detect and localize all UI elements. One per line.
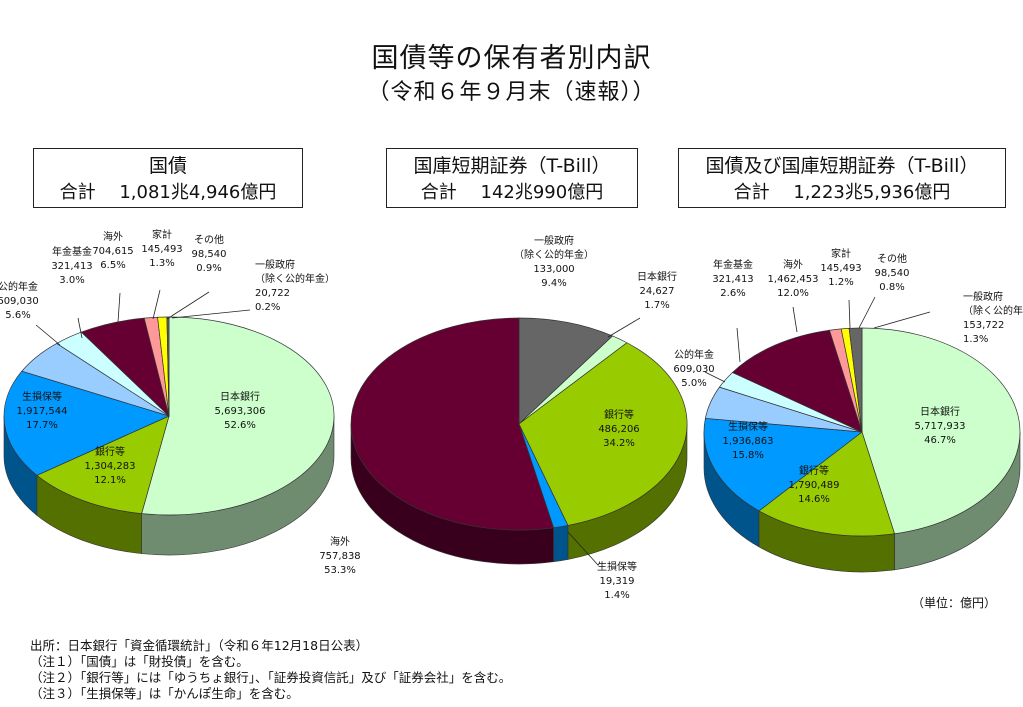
slice-label-overseas: 海外 704,615 6.5% (92, 230, 133, 271)
slice-label-banks: 銀行等 1,304,283 12.1% (85, 445, 136, 486)
leader-line-overseas (117, 292, 121, 323)
slice-side-insurers (553, 525, 569, 563)
slice-label-banks: 銀行等 1,790,489 14.6% (789, 464, 840, 505)
leader-line-other (858, 296, 876, 329)
chart-2-title: 国庫短期証券（T-Bill） (413, 155, 611, 177)
slice-label-other: その他 98,540 0.9% (192, 233, 227, 274)
chart-2-total: 合計 142兆990億円 (420, 182, 604, 203)
slice-label-boj: 日本銀行 5,717,933 46.7% (915, 405, 966, 446)
slice-label-pension_fund: 年金基金 321,413 3.0% (51, 245, 92, 286)
pie-chart-2: 一般政府（除く公的年金） 133,000 9.4% 日本銀行 24,627 1.7% 銀行等… (319, 234, 688, 601)
pie-slice-overseas (731, 329, 863, 433)
chart-1-total: 合計 1,081兆4,946億円 (59, 182, 277, 203)
leader-line-general_gov (171, 309, 251, 319)
chart-2-header: 国庫短期証券（T-Bill） 合計 142兆990億円 (386, 148, 638, 208)
chart-3-header: 国債及び国庫短期証券（T-Bill） 合計 1,223兆5,936億円 (678, 148, 1006, 208)
leader-line-public_pension (35, 324, 61, 346)
pie-slice-general_gov (166, 316, 170, 417)
slice-label-overseas: 海外 1,462,453 12.0% (768, 258, 819, 299)
pie-chart-1: 日本銀行 5,693,306 52.6% 銀行等 1,304,283 12.1% 生損保等 1… (0, 228, 335, 556)
leader-line-household (848, 299, 851, 329)
note-2: （注２）「銀行等」には「ゆうちょ銀行」、「証券投資信託」及び「証券会社」を含む。 (30, 670, 512, 685)
source-note: 出所：日本銀行「資金循環統計」（令和６年12月18日公表） (30, 638, 369, 653)
pie-slice-overseas (350, 317, 555, 531)
chart-1-header: 国債 合計 1,081兆4,946億円 (33, 148, 303, 208)
slice-label-other: その他 98,540 0.8% (875, 252, 910, 293)
slice-label-overseas: 海外 757,838 53.3% (319, 535, 360, 576)
slice-label-household: 家計 145,493 1.2% (820, 247, 861, 288)
slice-label-boj: 日本銀行 5,693,306 52.6% (215, 390, 266, 431)
pie-slice-general_gov (848, 327, 863, 433)
slice-label-insurers: 生損保等 1,936,863 15.8% (723, 420, 774, 461)
slice-label-general_gov: 一般政府（除く公的年金） 20,722 0.2% (255, 258, 335, 313)
slice-label-pension_fund: 年金基金 321,413 2.6% (712, 258, 753, 299)
slice-label-household: 家計 145,493 1.3% (141, 228, 182, 269)
notes: 出所：日本銀行「資金循環統計」（令和６年12月18日公表） （注１）「国債」は「… (30, 638, 511, 702)
pie-slice-banks (758, 431, 895, 537)
note-3: （注３）「生損保等」は「かんぽ生命」を含む。 (30, 686, 299, 701)
leader-line-household (152, 289, 161, 320)
unit-label: （単位：億円） (912, 596, 997, 610)
leader-line-insurers (567, 531, 599, 566)
leader-line-general_gov (873, 311, 931, 329)
page-title: 国債等の保有者別内訳 (371, 43, 652, 74)
chart-1-title: 国債 (148, 155, 187, 177)
leader-line-pension_fund (736, 327, 741, 363)
page-subtitle: （令和６年９月末（速報）） (367, 80, 656, 105)
slice-label-insurers: 生損保等 19,319 1.4% (597, 560, 637, 601)
pie-slice-boj (861, 327, 1021, 535)
slice-label-boj: 日本銀行 24,627 1.7% (637, 270, 677, 311)
leader-line-pension_fund (77, 317, 83, 339)
chart-3-total: 合計 1,223兆5,936億円 (733, 182, 951, 203)
slice-label-general_gov: 一般政府（除く公的年金） 133,000 9.4% (514, 234, 594, 289)
slice-label-public_pension: 公的年金 609,030 5.6% (0, 280, 39, 321)
pie-slice-insurers (3, 370, 170, 476)
leader-line-boj (607, 317, 641, 338)
slice-label-banks: 銀行等 486,206 34.2% (598, 408, 639, 449)
pie-chart-3: 日本銀行 5,717,933 46.7% 銀行等 1,790,489 14.6% 生損保等 1… (673, 247, 1023, 573)
leader-line-public_pension (704, 371, 726, 383)
pie-slice-insurers (703, 417, 863, 512)
pie-slice-general_gov (518, 317, 614, 425)
slice-label-insurers: 生損保等 1,917,544 17.7% (17, 390, 68, 431)
pie-slice-boj (141, 316, 335, 516)
note-1: （注１）「国債」は「財投債」を含む。 (30, 654, 249, 669)
pie-slice-banks (36, 415, 170, 515)
chart-3-title: 国債及び国庫短期証券（T-Bill） (705, 155, 979, 177)
slice-label-public_pension: 公的年金 609,030 5.0% (673, 348, 714, 389)
leader-line-other (166, 291, 210, 320)
leader-line-overseas (792, 306, 798, 333)
pie-slice-banks (518, 342, 688, 526)
